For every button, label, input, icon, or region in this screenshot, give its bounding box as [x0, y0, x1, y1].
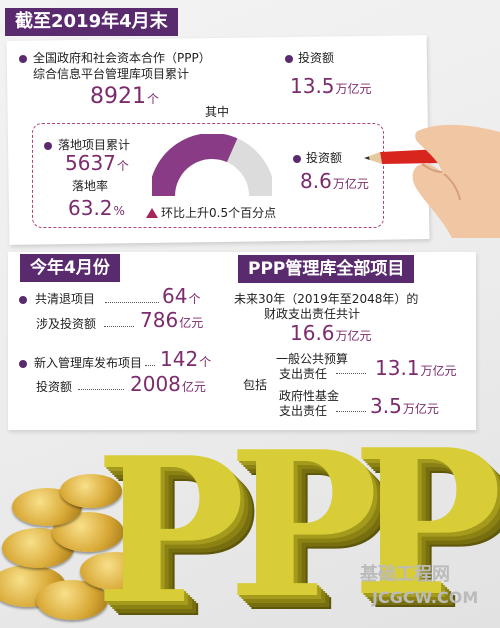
triangle-up-icon [146, 208, 158, 218]
landed-rate-unit: % [113, 204, 125, 218]
library-item1-line1: 一般公共预算 [276, 352, 349, 366]
april-exit: 64个 [162, 285, 200, 310]
page-title: 截至2019年4月末 [5, 8, 178, 36]
library-total: 16.6万亿元 [290, 322, 372, 347]
library-item2-line1: 政府性基金 [279, 389, 340, 403]
watermark-cn: 基础工程网 [360, 564, 450, 585]
landed-count: 5637个 [65, 152, 129, 177]
library-item1-line2: 支出责任 [279, 367, 328, 381]
cumulative-label-line1: 全国政府和社会资本合作（PPP） [33, 51, 211, 65]
leader-line [336, 373, 366, 374]
landed-count-unit: 个 [116, 159, 129, 173]
ppp-letter: P [228, 408, 379, 628]
bullet-icon [19, 360, 27, 368]
among-label: 其中 [205, 105, 230, 119]
landed-rate-value: 63.2 [68, 196, 113, 220]
leader-line [104, 326, 134, 327]
library-desc-line1: 未来30年（2019年至2048年）的 [234, 292, 419, 306]
cumulative-invest: 13.5万亿元 [290, 75, 372, 100]
april-exit-invest-label: 涉及投资额 [36, 317, 97, 331]
april-new-unit: 个 [199, 355, 212, 369]
coin [60, 474, 122, 508]
bullet-icon [285, 55, 293, 63]
library-item1-value: 13.1 [375, 356, 420, 380]
cumulative-label-line2: 综合信息平台管理库项目累计 [33, 67, 190, 81]
april-new-value: 142 [160, 347, 199, 371]
library-item2: 3.5万亿元 [370, 395, 439, 420]
landed-invest: 8.6万亿元 [300, 170, 369, 195]
landed-rate-label: 落地率 [72, 179, 109, 193]
april-new-label: 新入管理库发布项目 [34, 356, 143, 370]
library-item2-line2: 支出责任 [279, 404, 328, 418]
cumulative-invest-label: 投资额 [298, 51, 335, 65]
april-new: 142个 [160, 348, 211, 373]
growth-note: 环比上升0.5个百分点 [161, 206, 277, 220]
april-exit-invest: 786亿元 [140, 309, 203, 334]
library-item2-unit: 万亿元 [402, 402, 439, 416]
bullet-icon [19, 296, 27, 304]
cumulative-invest-value: 13.5 [290, 74, 335, 98]
library-item1: 13.1万亿元 [375, 357, 457, 382]
landed-invest-value: 8.6 [300, 169, 332, 193]
april-new-invest-value: 2008 [130, 372, 181, 396]
april-title: 今年4月份 [20, 254, 120, 282]
cumulative-count-unit: 个 [147, 92, 160, 106]
april-new-invest-unit: 亿元 [181, 380, 206, 394]
leader-line [105, 302, 159, 303]
landed-invest-unit: 万亿元 [332, 177, 369, 191]
library-total-unit: 万亿元 [335, 329, 372, 343]
cumulative-count: 8921个 [90, 86, 159, 110]
cumulative-invest-unit: 万亿元 [335, 82, 372, 96]
landed-count-value: 5637 [65, 151, 116, 175]
hand-pencil-illustration [364, 124, 500, 238]
april-new-invest: 2008亿元 [130, 373, 206, 398]
library-item1-unit: 万亿元 [420, 364, 457, 378]
leader-line [336, 411, 366, 412]
library-desc-line2: 财政支出责任共计 [264, 307, 361, 321]
ppp-letter: P [352, 406, 500, 628]
april-exit-invest-value: 786 [140, 308, 179, 332]
bullet-icon [293, 155, 301, 163]
watermark-en: JCGCW.COM [372, 588, 479, 607]
leader-line [78, 389, 124, 390]
april-exit-value: 64 [162, 284, 188, 308]
april-new-invest-label: 投资额 [36, 380, 73, 394]
april-exit-unit: 个 [188, 292, 201, 306]
library-total-value: 16.6 [290, 321, 335, 345]
landed-rate: 63.2% [68, 197, 125, 222]
coin [80, 552, 150, 590]
library-title: PPP管理库全部项目 [238, 255, 415, 283]
landing-rate-gauge [152, 134, 272, 197]
cumulative-count-value: 8921 [90, 84, 146, 109]
landed-invest-label: 投资额 [306, 151, 343, 165]
landed-projects-box [32, 123, 384, 228]
leader-line [145, 365, 155, 366]
library-item2-value: 3.5 [370, 394, 402, 418]
gauge-fill [152, 134, 238, 197]
april-exit-invest-unit: 亿元 [179, 316, 204, 330]
ppp-letter: P [95, 414, 246, 628]
coin-stack-illustration [0, 470, 150, 628]
bullet-icon [44, 142, 52, 150]
landed-label: 落地项目累计 [58, 138, 131, 152]
library-include-label: 包括 [243, 378, 268, 392]
bullet-icon [19, 55, 27, 63]
april-exit-label: 共清退项目 [35, 292, 96, 306]
